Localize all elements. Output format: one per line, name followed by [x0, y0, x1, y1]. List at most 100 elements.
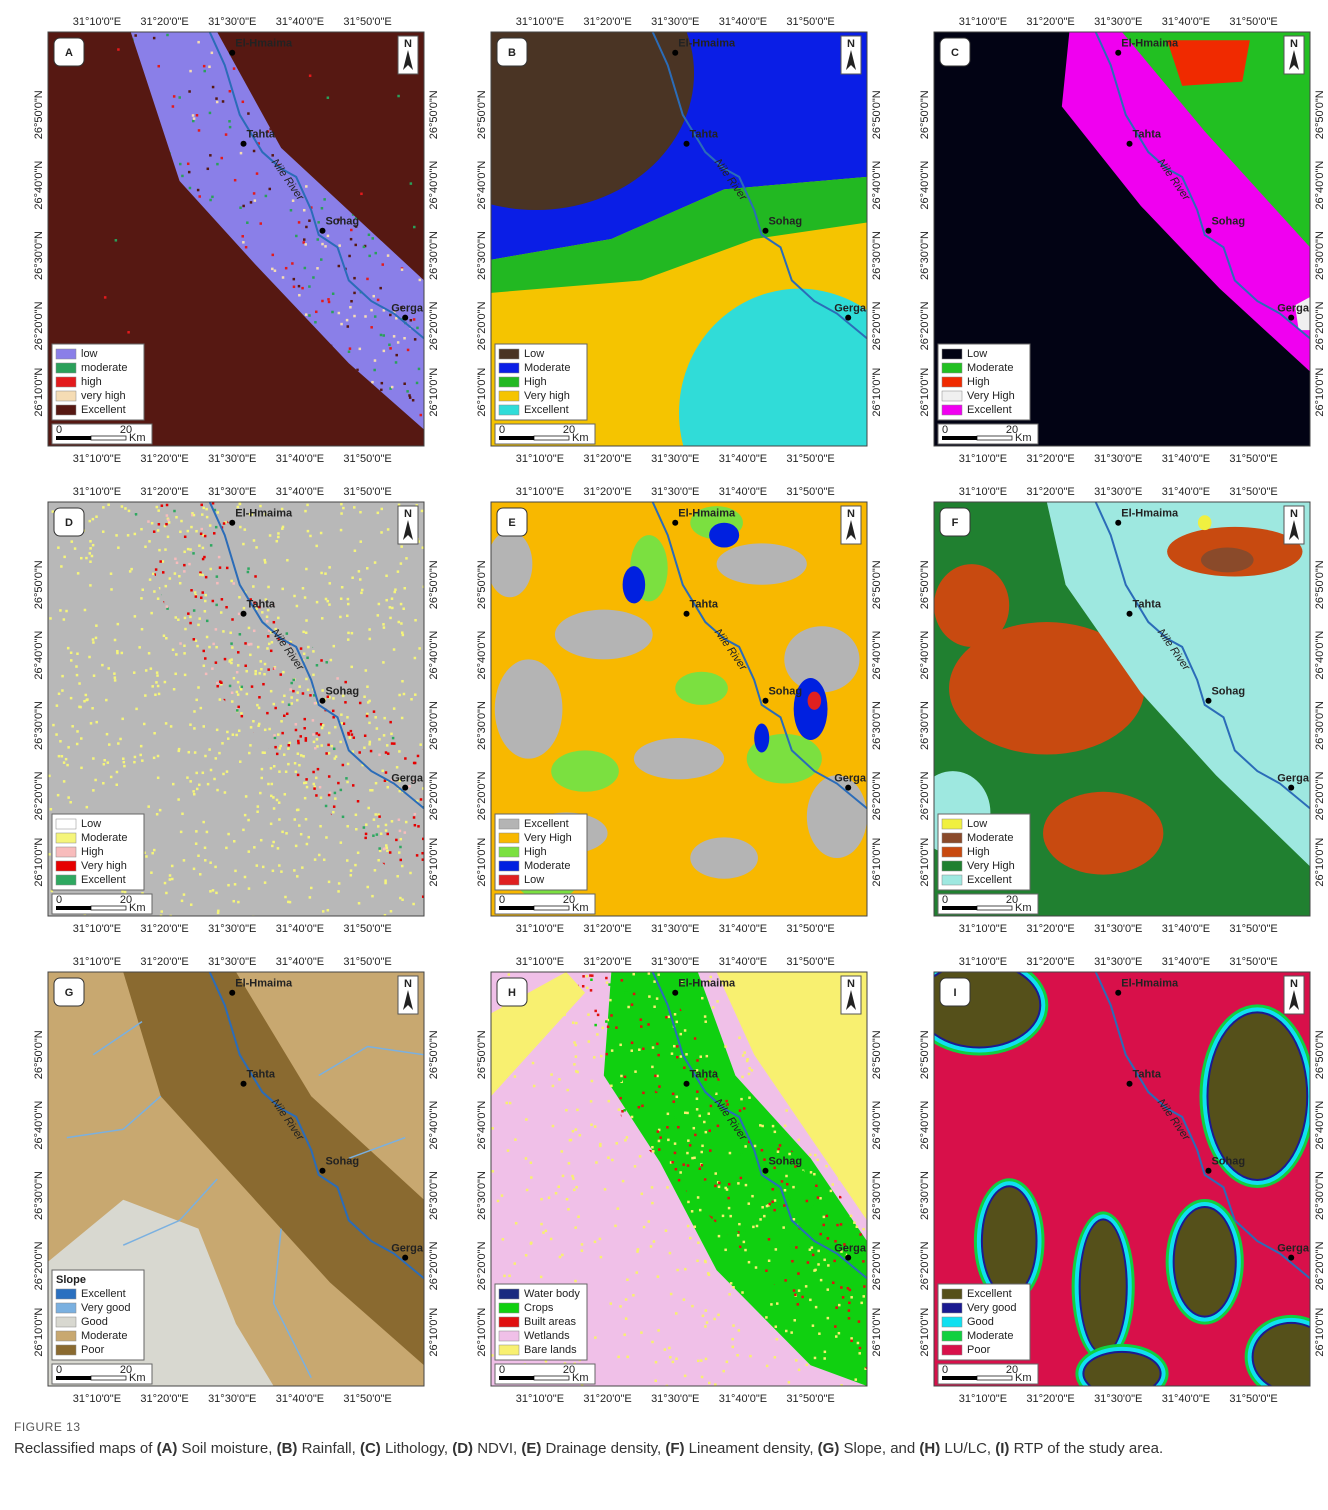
speckle [380, 389, 383, 392]
speckle [789, 1184, 792, 1187]
latitude-label: 26°30'0"N [476, 1171, 488, 1220]
latitude-label: 26°10'0"N [428, 838, 440, 887]
legend-swatch [499, 819, 519, 829]
legend-label: Very good [81, 1302, 131, 1314]
legend-label: Moderate [967, 1330, 1013, 1342]
speckle [296, 699, 299, 702]
scale-unit: Km [1015, 432, 1032, 444]
speckle [63, 780, 66, 783]
speckle [204, 657, 207, 660]
speckle [797, 1272, 800, 1275]
speckle [256, 811, 259, 814]
speckle [851, 1110, 854, 1113]
speckle [751, 1069, 754, 1072]
speckle [346, 781, 349, 784]
speckle [338, 882, 341, 885]
speckle [757, 984, 760, 987]
speckle [552, 1085, 555, 1088]
speckle [572, 1177, 575, 1180]
scale-segment [499, 906, 534, 910]
speckle [154, 693, 157, 696]
speckle [769, 1028, 772, 1031]
speckle [116, 650, 119, 653]
speckle [508, 1043, 511, 1046]
latitude-label: 26°30'0"N [33, 701, 45, 750]
speckle [748, 1067, 751, 1070]
speckle [634, 1165, 637, 1168]
latitude-label: 26°40'0"N [1314, 161, 1326, 210]
speckle [107, 667, 110, 670]
speckle [261, 768, 264, 771]
speckle [370, 309, 373, 312]
speckle [75, 665, 78, 668]
class-zone [784, 626, 859, 692]
speckle [181, 175, 184, 178]
longitude-label: 31°50'0"E [1229, 1393, 1277, 1405]
speckle [303, 652, 306, 655]
speckle [183, 652, 186, 655]
speckle [700, 1151, 703, 1154]
place-label: Tahta [690, 599, 719, 611]
speckle [669, 1252, 672, 1255]
speckle [162, 571, 165, 574]
legend-label: Good [81, 1316, 108, 1328]
speckle [809, 1299, 812, 1302]
speckle [303, 718, 306, 721]
speckle [675, 1021, 678, 1024]
speckle [252, 585, 255, 588]
speckle [229, 90, 232, 93]
speckle [272, 870, 275, 873]
latitude-label: 26°30'0"N [476, 231, 488, 280]
longitude-label: 31°50'0"E [786, 16, 834, 28]
speckle [303, 209, 306, 212]
speckle [206, 831, 209, 834]
speckle [358, 902, 361, 905]
speckle [581, 1243, 584, 1246]
latitude-label: 26°50'0"N [1314, 90, 1326, 139]
speckle [350, 666, 353, 669]
longitude-label: 31°30'0"E [208, 486, 256, 498]
speckle [862, 1039, 865, 1042]
legend-swatch [499, 1303, 519, 1313]
longitude-label: 31°10'0"E [959, 486, 1007, 498]
speckle [257, 646, 260, 649]
longitude-label: 31°10'0"E [516, 923, 564, 935]
speckle [183, 645, 186, 648]
speckle [279, 745, 282, 748]
speckle [194, 751, 197, 754]
speckle [104, 296, 107, 299]
speckle [353, 277, 356, 280]
speckle [85, 694, 88, 697]
speckle [304, 596, 307, 599]
speckle [325, 661, 328, 664]
speckle [263, 673, 266, 676]
longitude-label: 31°40'0"E [1162, 956, 1210, 968]
speckle [617, 1207, 620, 1210]
legend-label: Very high [524, 390, 570, 402]
place-label: Sohag [1211, 686, 1245, 698]
longitude-label: 31°50'0"E [1229, 486, 1277, 498]
speckle [153, 590, 156, 593]
class-zone [754, 723, 769, 752]
speckle [216, 163, 219, 166]
longitude-label: 31°50'0"E [1229, 923, 1277, 935]
speckle [620, 1075, 623, 1078]
speckle [814, 1037, 817, 1040]
legend-swatch [499, 349, 519, 359]
speckle [567, 1208, 570, 1211]
speckle [145, 669, 148, 672]
speckle [349, 347, 352, 350]
speckle [328, 881, 331, 884]
speckle [501, 1194, 504, 1197]
speckle [271, 845, 274, 848]
latitude-label: 26°30'0"N [428, 1171, 440, 1220]
speckle [327, 235, 330, 238]
place-marker [319, 1168, 325, 1174]
speckle [306, 843, 309, 846]
speckle [653, 980, 656, 983]
speckle [545, 1230, 548, 1233]
speckle [240, 712, 243, 715]
speckle [334, 792, 337, 795]
speckle [286, 559, 289, 562]
speckle [418, 647, 421, 650]
